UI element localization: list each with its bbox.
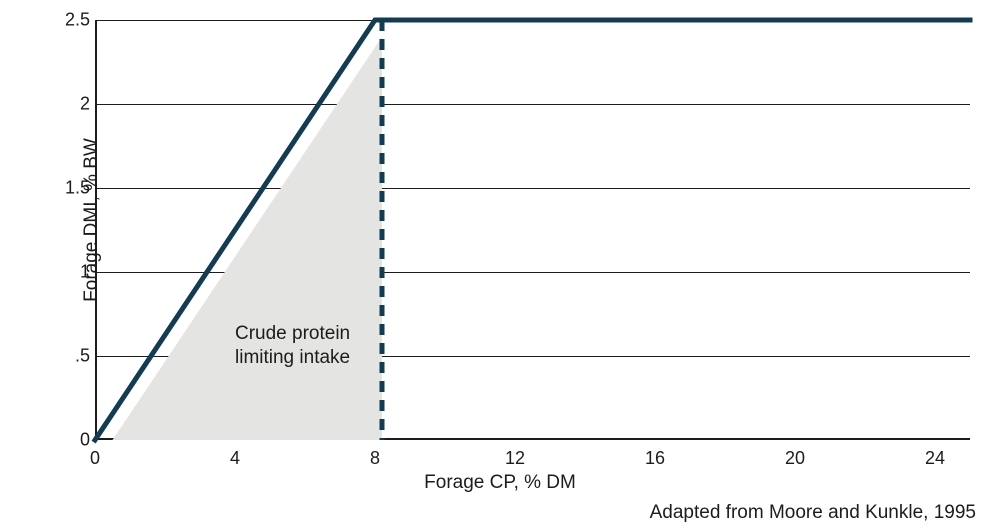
- x-tick-0: 0: [90, 448, 100, 469]
- y-tick-2: 2: [40, 94, 90, 115]
- x-tick-12: 12: [505, 448, 525, 469]
- x-tick-20: 20: [785, 448, 805, 469]
- y-tick-0-5: .5: [40, 346, 90, 367]
- shaded-region: [113, 37, 383, 440]
- x-tick-16: 16: [645, 448, 665, 469]
- x-tick-4: 4: [230, 448, 240, 469]
- x-tick-8: 8: [370, 448, 380, 469]
- chart-plot-area: Crude protein limiting intake: [95, 20, 970, 440]
- chart-svg: [95, 20, 970, 440]
- citation-text: Adapted from Moore and Kunkle, 1995: [650, 502, 976, 524]
- annotation-line-1: Crude protein: [235, 323, 350, 344]
- x-tick-24: 24: [925, 448, 945, 469]
- annotation-text: Crude protein limiting intake: [235, 322, 350, 370]
- y-tick-0: 0: [40, 430, 90, 451]
- annotation-line-2: limiting intake: [235, 347, 350, 368]
- y-tick-2-5: 2.5: [40, 10, 90, 31]
- y-tick-1: 1: [40, 262, 90, 283]
- y-tick-1-5: 1.5: [40, 178, 90, 199]
- x-axis-label: Forage CP, % DM: [424, 472, 576, 494]
